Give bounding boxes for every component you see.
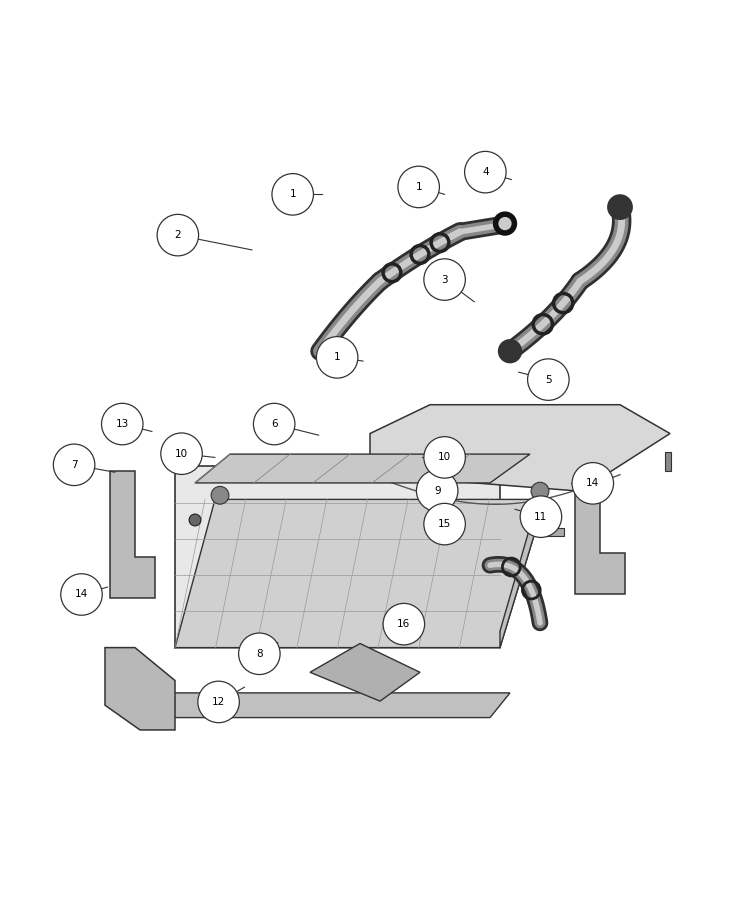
Circle shape bbox=[531, 482, 549, 500]
Circle shape bbox=[157, 214, 199, 256]
Text: 4: 4 bbox=[482, 167, 488, 177]
Text: 5: 5 bbox=[545, 374, 551, 384]
Polygon shape bbox=[195, 454, 530, 483]
Circle shape bbox=[53, 444, 95, 486]
Text: 14: 14 bbox=[75, 590, 88, 599]
Text: 13: 13 bbox=[116, 419, 129, 429]
Text: 10: 10 bbox=[175, 449, 188, 459]
Text: 10: 10 bbox=[438, 453, 451, 463]
Text: 14: 14 bbox=[586, 478, 599, 489]
Circle shape bbox=[528, 359, 569, 400]
Circle shape bbox=[161, 433, 202, 474]
Polygon shape bbox=[110, 471, 155, 598]
Circle shape bbox=[424, 436, 465, 478]
Circle shape bbox=[198, 681, 239, 723]
Text: 3: 3 bbox=[442, 274, 448, 284]
Circle shape bbox=[239, 633, 280, 674]
Text: 12: 12 bbox=[212, 697, 225, 706]
Circle shape bbox=[499, 340, 521, 363]
Circle shape bbox=[316, 337, 358, 378]
Text: 9: 9 bbox=[434, 486, 440, 496]
Text: 6: 6 bbox=[271, 419, 277, 429]
Polygon shape bbox=[370, 405, 670, 491]
Circle shape bbox=[102, 403, 143, 445]
Polygon shape bbox=[310, 644, 420, 701]
Circle shape bbox=[211, 486, 229, 504]
FancyBboxPatch shape bbox=[175, 466, 500, 648]
Circle shape bbox=[424, 259, 465, 301]
Text: 1: 1 bbox=[416, 182, 422, 192]
Polygon shape bbox=[140, 693, 510, 717]
Bar bbox=[665, 452, 671, 471]
Circle shape bbox=[494, 212, 516, 235]
Polygon shape bbox=[175, 500, 545, 648]
Text: 11: 11 bbox=[534, 512, 548, 522]
Polygon shape bbox=[575, 474, 625, 594]
Text: 1: 1 bbox=[334, 353, 340, 363]
Text: 7: 7 bbox=[71, 460, 77, 470]
Circle shape bbox=[398, 166, 439, 208]
Circle shape bbox=[61, 573, 102, 616]
Circle shape bbox=[499, 218, 511, 230]
Text: 2: 2 bbox=[175, 230, 181, 240]
Circle shape bbox=[572, 463, 614, 504]
Circle shape bbox=[189, 514, 201, 526]
Circle shape bbox=[416, 470, 458, 511]
Bar bbox=[545, 527, 563, 536]
Text: 16: 16 bbox=[397, 619, 411, 629]
Circle shape bbox=[272, 174, 313, 215]
Circle shape bbox=[608, 195, 632, 219]
Polygon shape bbox=[105, 648, 175, 730]
Circle shape bbox=[383, 603, 425, 645]
Text: 15: 15 bbox=[438, 519, 451, 529]
Circle shape bbox=[520, 496, 562, 537]
Circle shape bbox=[424, 503, 465, 544]
Text: 8: 8 bbox=[256, 649, 262, 659]
Circle shape bbox=[465, 151, 506, 193]
Text: 1: 1 bbox=[290, 189, 296, 200]
Circle shape bbox=[253, 403, 295, 445]
Polygon shape bbox=[500, 474, 545, 648]
